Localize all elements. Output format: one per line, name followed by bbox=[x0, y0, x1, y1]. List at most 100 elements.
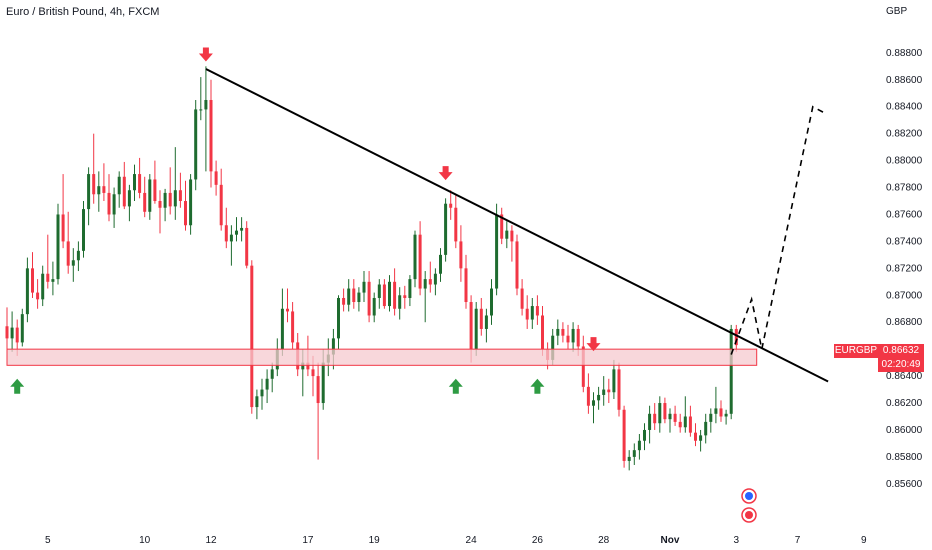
candle-body bbox=[36, 292, 40, 300]
candle bbox=[143, 176, 147, 218]
candle-body bbox=[484, 315, 488, 329]
time-tick-label: 10 bbox=[139, 535, 151, 546]
candle-body bbox=[117, 176, 121, 195]
candle-body bbox=[194, 109, 198, 180]
buy-arrow-icon bbox=[448, 378, 463, 394]
flag-uk-icon bbox=[745, 511, 753, 519]
candle-body bbox=[643, 429, 646, 441]
candle-body bbox=[413, 234, 417, 280]
candle bbox=[382, 279, 386, 309]
candle-body bbox=[709, 413, 713, 422]
candle-body bbox=[173, 190, 177, 207]
candle bbox=[668, 408, 672, 433]
candle-body bbox=[571, 328, 575, 343]
candle-body bbox=[301, 362, 305, 370]
time-tick-label: 5 bbox=[45, 535, 51, 546]
candle bbox=[219, 168, 223, 231]
candle-body bbox=[199, 109, 203, 111]
candle-body bbox=[76, 250, 80, 261]
candle bbox=[500, 207, 504, 245]
candle-body bbox=[107, 192, 111, 215]
candle bbox=[163, 188, 167, 222]
candle-body bbox=[510, 230, 514, 242]
candle-body bbox=[235, 230, 238, 235]
candle bbox=[148, 174, 152, 220]
candle-body bbox=[20, 314, 24, 343]
time-tick-label: 9 bbox=[861, 535, 867, 546]
sell-arrow-icon bbox=[586, 337, 601, 352]
candle bbox=[362, 271, 366, 303]
candle bbox=[525, 295, 529, 329]
candle bbox=[510, 225, 514, 262]
candle bbox=[240, 217, 244, 242]
candle bbox=[617, 362, 621, 417]
candle bbox=[505, 221, 509, 249]
candle-body bbox=[219, 184, 223, 226]
candle-body bbox=[663, 403, 667, 420]
candle-body bbox=[449, 203, 453, 208]
candle bbox=[398, 287, 402, 320]
time-tick-label: 17 bbox=[302, 535, 314, 546]
candle-body bbox=[515, 241, 519, 289]
candle bbox=[189, 174, 193, 235]
candle bbox=[413, 230, 417, 288]
candle bbox=[388, 275, 391, 312]
candle-body bbox=[673, 413, 677, 422]
event-icons[interactable] bbox=[741, 488, 757, 523]
candle-body bbox=[46, 273, 50, 282]
candle-body bbox=[556, 328, 560, 336]
time-tick-label: 26 bbox=[532, 535, 544, 546]
time-tick-label: Nov bbox=[661, 535, 680, 546]
price-tick-label: 0.85800 bbox=[886, 452, 923, 463]
candle bbox=[484, 308, 488, 343]
candle bbox=[250, 260, 254, 414]
candle bbox=[673, 405, 677, 426]
candle bbox=[107, 174, 111, 222]
candle-body bbox=[41, 273, 45, 300]
candle bbox=[643, 423, 646, 451]
price-tick-label: 0.88000 bbox=[886, 156, 923, 167]
candle bbox=[87, 167, 91, 226]
candle-body bbox=[408, 279, 412, 298]
candle bbox=[5, 307, 9, 350]
price-axis[interactable]: 0.88800 0.88600 0.88400 0.88200 0.88000 0.878… bbox=[886, 48, 923, 490]
candle bbox=[265, 369, 269, 404]
candle bbox=[474, 302, 478, 356]
price-tick-label: 0.86000 bbox=[886, 425, 923, 436]
time-tick-label: 7 bbox=[795, 535, 801, 546]
candle-body bbox=[551, 335, 555, 360]
candle bbox=[138, 157, 142, 199]
candle-body bbox=[474, 308, 478, 350]
candle bbox=[377, 279, 381, 309]
candle-body bbox=[597, 394, 601, 401]
candle-body bbox=[719, 408, 723, 417]
candle-body bbox=[464, 268, 468, 303]
candle-body bbox=[342, 297, 346, 305]
candle-body bbox=[393, 281, 397, 309]
candle-body bbox=[505, 230, 509, 239]
candle bbox=[423, 271, 427, 323]
candle bbox=[372, 292, 376, 323]
candle-body bbox=[612, 369, 616, 393]
candle-body bbox=[632, 450, 636, 457]
candle-body bbox=[704, 421, 708, 436]
sell-arrow-icon bbox=[198, 47, 213, 62]
time-axis[interactable]: 5 10 12 17 19 24 26 28 Nov 3 7 9 bbox=[45, 535, 867, 546]
candle-body bbox=[270, 369, 274, 379]
candle-body bbox=[66, 241, 70, 266]
candle-body bbox=[138, 174, 142, 193]
candle bbox=[235, 217, 238, 242]
candle bbox=[357, 287, 361, 312]
candle-body bbox=[245, 227, 249, 266]
candle-body bbox=[357, 292, 361, 303]
candle bbox=[592, 392, 595, 424]
candle-body bbox=[653, 413, 657, 424]
candle-body bbox=[648, 413, 652, 430]
price-tick-label: 0.88800 bbox=[886, 48, 923, 59]
candle-body bbox=[25, 268, 29, 315]
candle bbox=[699, 429, 703, 452]
price-tick-label: 0.86200 bbox=[886, 398, 923, 409]
candle bbox=[352, 279, 356, 309]
candle bbox=[678, 413, 682, 433]
